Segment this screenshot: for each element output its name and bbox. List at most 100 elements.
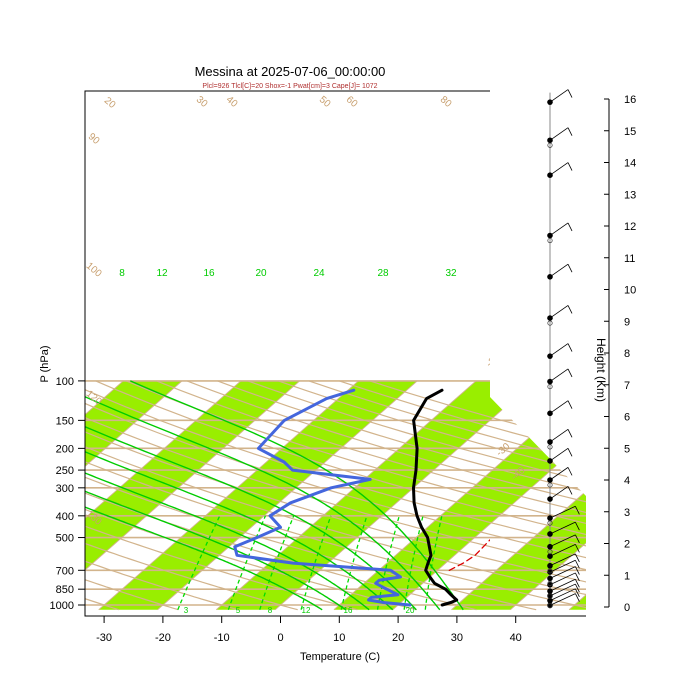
dry-adiabat: [85, 380, 586, 611]
mixing-ratio-label: 5: [236, 606, 241, 615]
dry-adiabat-label: 50: [317, 94, 333, 110]
wind-barb-feather: [567, 429, 573, 438]
dry-adiabat-label: -20: [484, 352, 502, 370]
isotherm-band: [451, 380, 586, 610]
height-tick-label: 0: [624, 602, 630, 614]
dry-adiabat: [0, 381, 59, 610]
dry-adiabat: [156, 380, 586, 611]
height-tick-label: 10: [624, 285, 636, 297]
height-tick-label: 9: [624, 316, 630, 328]
wind-barb-feather: [575, 506, 580, 515]
height-tick-label: 2: [624, 539, 630, 551]
wind-barb-shaft: [549, 544, 576, 557]
height-tick-label: 3: [624, 507, 630, 519]
height-tick-label: 11: [624, 253, 635, 265]
height-tick-label: 13: [624, 189, 636, 201]
dry-adiabat: [85, 380, 298, 611]
wind-barb-feather: [567, 400, 573, 409]
mixing-ratio-label: 20: [406, 606, 415, 615]
wind-barb-marker: [547, 384, 553, 390]
pressure-tick-label: 400: [56, 511, 74, 523]
chart-subtitle: Plcl=926 Tlcl[C]=20 Shox=-1 Pwat[cm]=3 C…: [202, 83, 377, 90]
pressure-tick-label: 850: [56, 584, 74, 596]
dry-adiabat: [186, 380, 586, 611]
dry-adiabat-label: 80: [438, 94, 454, 110]
pressure-tick-label: 1000: [50, 600, 74, 612]
x-tick-label: 10: [333, 632, 345, 644]
wind-barb-feather: [567, 448, 573, 457]
pressure-tick-label: 250: [56, 465, 74, 477]
wind-barb-marker: [547, 320, 553, 326]
dry-adiabat: [85, 380, 537, 611]
isotherm-line: [85, 380, 300, 611]
isotherm-line: [98, 380, 359, 611]
wind-barb-shaft: [549, 559, 576, 573]
plot-frame: [84, 90, 586, 617]
dry-adiabat: [247, 380, 586, 611]
wind-barb-marker: [547, 603, 553, 609]
wind-barb-feather: [575, 560, 580, 569]
mixing-ratio-label: 16: [344, 606, 353, 615]
moist-adiabat: [85, 401, 370, 611]
dry-adiabat-label: 100: [84, 261, 104, 280]
isotherm-band: [216, 380, 535, 610]
height-tick-label: 12: [624, 221, 636, 233]
wind-barb-column: [547, 89, 580, 609]
wind-barb-feather: [575, 566, 580, 575]
wind-barb-marker: [547, 520, 553, 526]
isotherm-line: [687, 381, 700, 610]
pressure-axis: 100 150 200 250 300 400 500 700 850 1000: [50, 376, 85, 612]
height-tick-label: 4: [624, 475, 630, 487]
wind-barb-feather: [567, 264, 573, 273]
x-tick-label: -20: [155, 632, 171, 644]
pressure-tick-label: 500: [56, 533, 74, 545]
height-tick-label: 8: [624, 348, 630, 360]
isotherm-line: [85, 380, 242, 611]
x-tick-label: 20: [392, 632, 404, 644]
dry-adiabat: [85, 380, 477, 611]
wind-barb-feather: [567, 486, 573, 495]
wind-barb-shaft: [549, 89, 569, 103]
sounding-profiles: [233, 388, 490, 607]
wind-barb-feather: [575, 588, 580, 597]
isotherm-band: [98, 380, 418, 610]
wind-barb-shaft: [549, 572, 576, 586]
wind-barb-marker: [547, 580, 553, 586]
wind-barb-marker: [547, 237, 553, 244]
moist-adiabat: [85, 380, 417, 611]
wind-barb-shaft: [549, 593, 576, 606]
dry-adiabat: [85, 380, 179, 611]
dry-adiabat-label: 90: [86, 131, 102, 147]
x-tick-label: 0: [277, 632, 283, 644]
height-tick-label: 1: [624, 570, 630, 582]
isotherm-line: [85, 380, 183, 611]
wind-barb-shaft: [549, 578, 576, 592]
wind-barb-feather: [575, 579, 580, 588]
wind-barb-shaft: [549, 505, 576, 519]
isotherm-band: [85, 380, 183, 610]
wind-barb-feather: [575, 544, 580, 553]
theta-e-label: 12: [156, 268, 168, 279]
moist-adiabat: [85, 412, 347, 611]
wind-barb-feather: [567, 162, 573, 171]
wind-barb-marker: [547, 593, 553, 599]
mixing-ratio-line: [424, 515, 443, 610]
wind-barb-feather: [567, 467, 573, 476]
height-tick-label: 15: [624, 126, 636, 138]
isotherm-line: [274, 380, 536, 611]
isotherm-line: [628, 381, 700, 610]
dry-adiabat-label: -10: [489, 278, 507, 296]
wind-barb-feather: [567, 222, 573, 232]
height-tick-label: 14: [624, 158, 636, 170]
dry-adiabat: [95, 380, 586, 611]
moist-adiabat: [85, 422, 323, 611]
wind-barb-shaft: [549, 521, 576, 535]
pressure-tick-label: 700: [56, 565, 74, 577]
wind-barb-shaft: [549, 467, 569, 481]
wind-barb-shaft: [549, 368, 569, 382]
wind-barb-shaft: [549, 343, 569, 357]
wind-barb-shaft: [549, 127, 569, 141]
wind-barb-shaft: [549, 263, 569, 278]
isotherm-line: [0, 381, 6, 610]
isotherm-line: [568, 380, 586, 611]
